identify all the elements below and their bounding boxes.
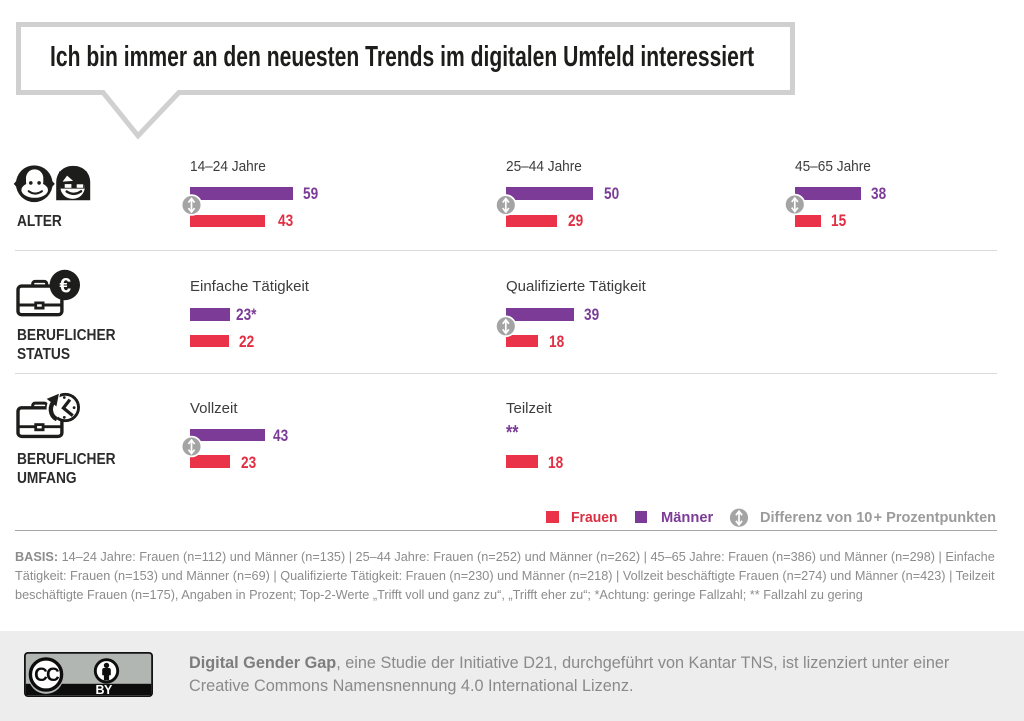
svg-text:BY: BY	[96, 683, 114, 697]
svg-text:CC: CC	[34, 665, 60, 686]
svg-text:€: €	[59, 274, 71, 297]
